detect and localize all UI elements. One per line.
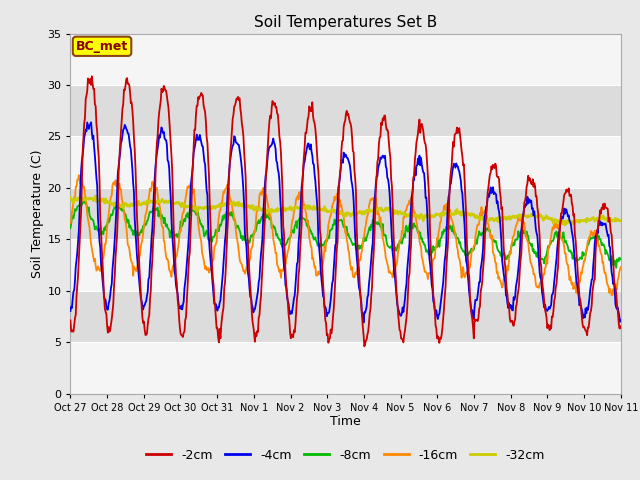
Text: BC_met: BC_met [76,40,128,53]
Title: Soil Temperatures Set B: Soil Temperatures Set B [254,15,437,30]
Bar [70,85,621,136]
Y-axis label: Soil Temperature (C): Soil Temperature (C) [31,149,44,278]
Bar [70,188,621,240]
X-axis label: Time: Time [330,415,361,429]
Legend: -2cm, -4cm, -8cm, -16cm, -32cm: -2cm, -4cm, -8cm, -16cm, -32cm [141,444,550,467]
Bar [70,291,621,342]
